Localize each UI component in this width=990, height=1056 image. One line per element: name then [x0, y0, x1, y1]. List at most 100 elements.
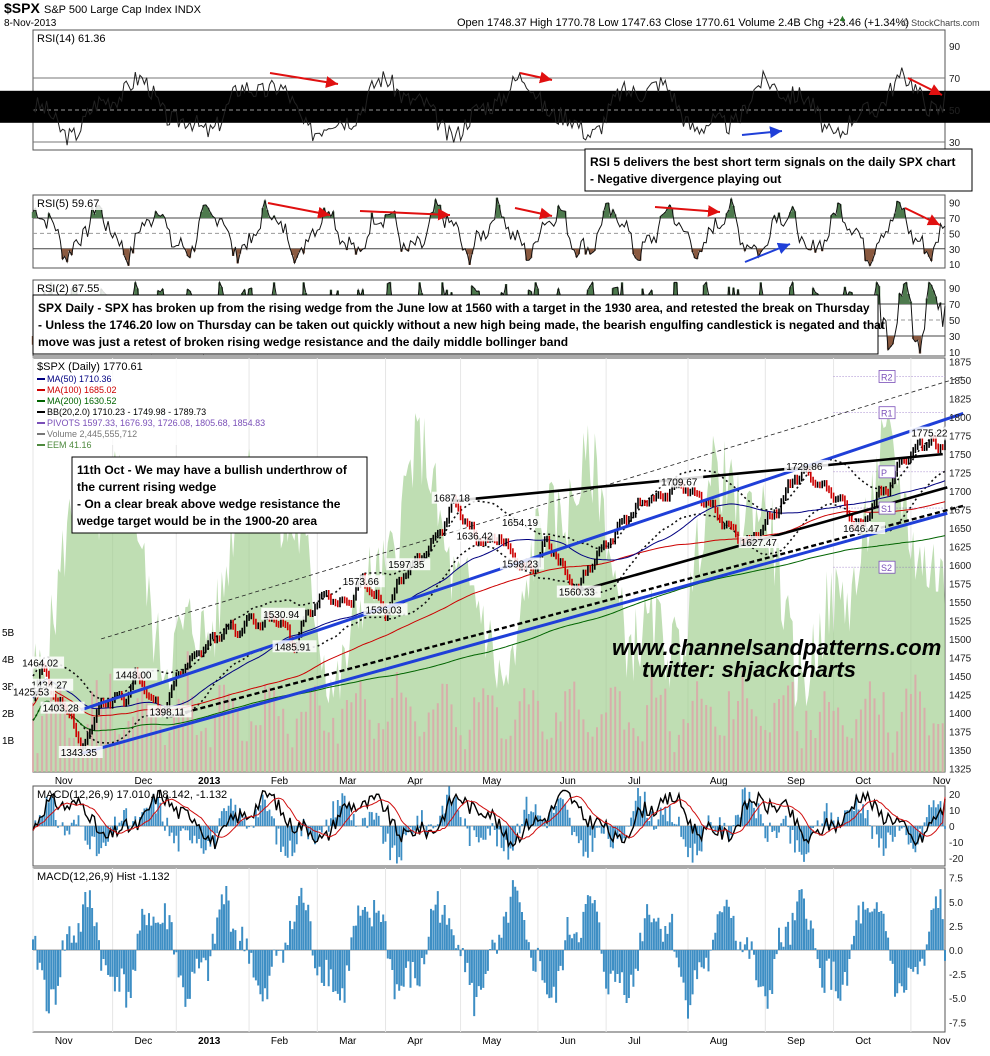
rsi5-overbought-fill: [31, 197, 906, 219]
point-label-bg: [431, 491, 476, 504]
macd-hist-x-label: May: [482, 1036, 501, 1047]
legend-entry: Volume 2,445,555,712: [47, 429, 137, 439]
macd-y-tick: 20: [949, 790, 961, 801]
pivot-box: [878, 465, 896, 479]
pivot-label: S2: [881, 563, 892, 573]
point-label-bg: [11, 685, 55, 698]
macd-hist-x-label: Oct: [855, 1036, 871, 1047]
spx-note-line: move was just a retest of broken rising …: [38, 335, 568, 349]
price-y-tick: 1675: [949, 506, 972, 517]
point-label-bg: [272, 640, 317, 653]
rsi14-y-tick: 90: [949, 42, 961, 53]
rsi14-y-tick: 50: [949, 106, 961, 117]
rsi14-line: [32, 67, 946, 146]
watermark-site: www.channelsandpatterns.com: [612, 635, 941, 660]
macd-hist-y-tick: -5.0: [949, 994, 967, 1005]
macd-line: [32, 789, 946, 849]
oct-note-line: the current rising wedge: [77, 480, 217, 494]
rsi5-y-tick: 30: [949, 245, 961, 256]
rsi2-y-tick: 30: [949, 332, 961, 343]
ma200-line: [32, 535, 946, 732]
point-label-bg: [340, 575, 385, 588]
pivot-box: [878, 501, 896, 515]
legend-entry: PIVOTS 1597.33, 1676.93, 1726.08, 1805.6…: [47, 418, 265, 428]
price-x-label: Nov: [933, 776, 951, 787]
rsi14-title: RSI(14) 61.36: [37, 33, 105, 45]
point-label-bg: [909, 426, 954, 439]
pivot-label: R2: [881, 372, 893, 382]
price-x-label: Jul: [628, 776, 641, 787]
macd-hist-title: MACD(12,26,9) Hist -1.132: [37, 871, 170, 883]
price-x-label: 2013: [198, 776, 221, 787]
macd-hist-y-tick: 5.0: [949, 898, 963, 909]
price-x-label: Sep: [787, 776, 805, 787]
spx-note-box: [32, 294, 879, 355]
rsi14-y-tick: 30: [949, 138, 961, 149]
macd-y-tick: 0: [949, 822, 955, 833]
volume-tick: 1B: [2, 736, 15, 747]
macd-y-tick: 10: [949, 806, 961, 817]
chg-arrow: ▲: [838, 13, 847, 23]
point-label: 1573.66: [343, 577, 380, 588]
volume-tick: 4B: [2, 655, 15, 666]
point-label: 1687.18: [434, 494, 471, 505]
macd-hist-x-label: Jul: [628, 1036, 641, 1047]
price-y-tick: 1700: [949, 487, 972, 498]
rsi14-frame: [32, 29, 946, 151]
point-label: 1646.47: [843, 524, 880, 535]
point-label-bg: [659, 475, 704, 488]
point-label-bg: [40, 701, 85, 714]
price-y-tick: 1550: [949, 598, 972, 609]
macd-hist-x-label: Feb: [271, 1036, 289, 1047]
price-x-label: Aug: [710, 776, 728, 787]
oct-note-box: [71, 456, 368, 534]
point-label: 1729.86: [786, 462, 823, 473]
rsi2-y-tick: 50: [949, 316, 961, 327]
point-label: 1403.28: [43, 704, 80, 715]
macd-hist-x-label: Nov: [55, 1036, 73, 1047]
legend-entry: MA(100) 1685.02: [47, 385, 117, 395]
rsi-note-box: [584, 148, 973, 192]
macd-title: MACD(12,26,9) 17.010, 18.142, -1.132: [37, 789, 227, 801]
volume-tick: 2B: [2, 709, 15, 720]
macd-y-tick: -10: [949, 838, 964, 849]
ma50-line: [32, 480, 946, 710]
macd-hist-y-tick: 2.5: [949, 922, 963, 933]
price-y-tick: 1400: [949, 709, 972, 720]
price-x-label: Dec: [134, 776, 152, 787]
rsi5-divergence-arrow: [654, 205, 721, 218]
price-y-tick: 1575: [949, 579, 972, 590]
pivot-box: [878, 560, 896, 574]
point-label: 1775.22: [911, 429, 948, 440]
price-x-label: Feb: [271, 776, 289, 787]
price-x-label: May: [482, 776, 501, 787]
price-y-tick: 1625: [949, 543, 972, 554]
price-x-label: Mar: [339, 776, 357, 787]
price-x-label: Jun: [560, 776, 576, 787]
rsi5-y-tick: 50: [949, 229, 961, 240]
rsi2-title: RSI(2) 67.55: [37, 283, 99, 295]
pivot-label: S1: [881, 504, 892, 514]
copyright-label: © StockCharts.com: [902, 18, 980, 28]
price-y-tick: 1850: [949, 376, 972, 387]
rsi5-y-tick: 70: [949, 214, 961, 225]
rsi5-title: RSI(5) 59.67: [37, 198, 99, 210]
point-label: 1530.94: [263, 610, 300, 621]
volume-tick: 5B: [2, 628, 15, 639]
oct-note-line: wedge target would be in the 1900-20 are…: [76, 514, 317, 528]
point-label-bg: [58, 745, 103, 758]
bollinger-lower: [32, 470, 946, 744]
lower-dashed-trend: [169, 504, 964, 718]
price-y-tick: 1375: [949, 727, 972, 738]
rsi2-y-tick: 10: [949, 348, 961, 359]
spx-note-line: - Unless the 1746.20 low on Thursday can…: [38, 318, 885, 332]
point-label-bg: [261, 607, 306, 620]
macd-hist-x-label: Sep: [787, 1036, 805, 1047]
price-y-tick: 1500: [949, 635, 972, 646]
rsi5-divergence-arrow: [514, 207, 553, 220]
macd-hist-bars: [32, 880, 946, 1019]
blue-wedge-support: [80, 511, 948, 755]
rsi5-y-tick: 10: [949, 260, 961, 271]
